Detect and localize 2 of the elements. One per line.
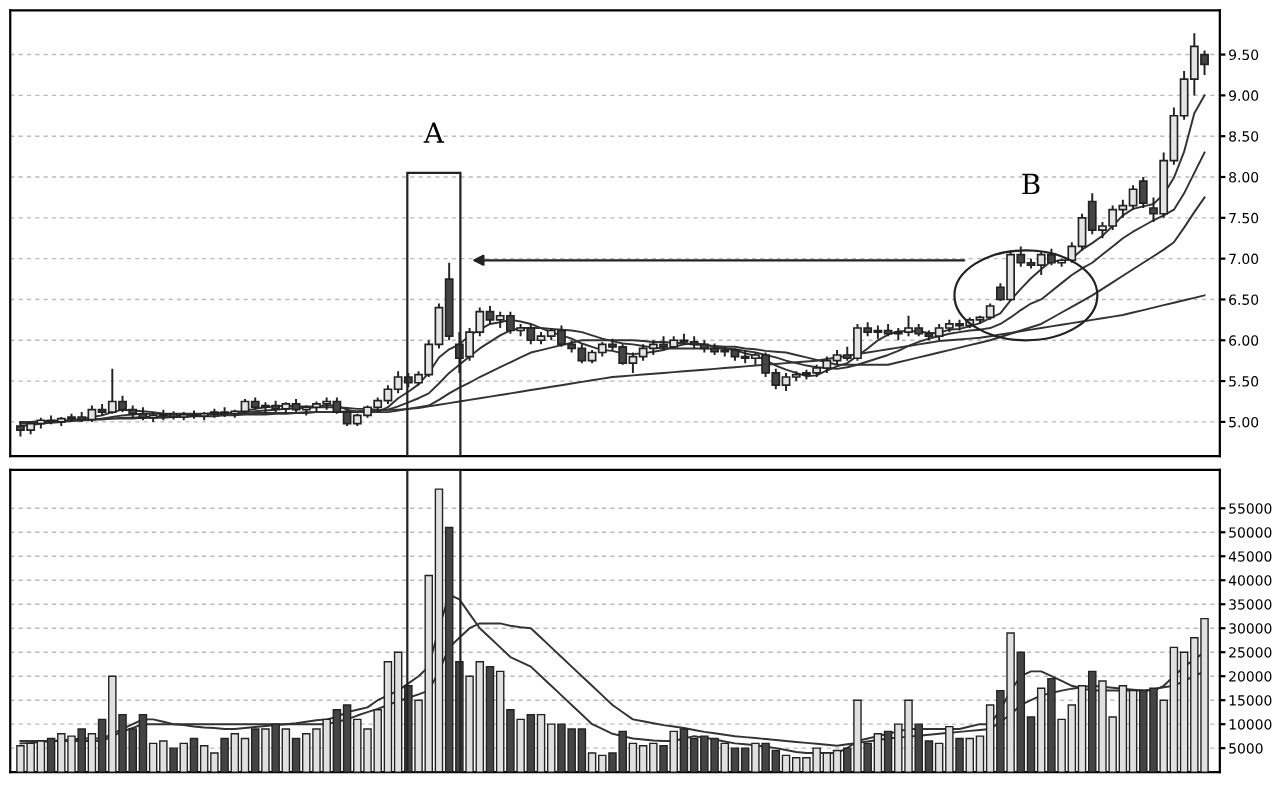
annotation: B bbox=[1022, 173, 1040, 195]
annotation: A bbox=[423, 122, 445, 143]
